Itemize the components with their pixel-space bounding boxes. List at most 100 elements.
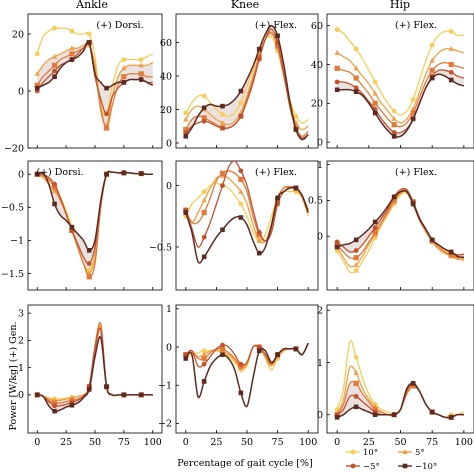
series-marker-4 (372, 412, 378, 418)
series-line-0 (336, 191, 465, 274)
series-marker-2 (138, 71, 144, 77)
series-marker-2 (353, 75, 359, 81)
series-marker-0 (372, 79, 378, 85)
series-marker-4 (391, 134, 397, 139)
series-marker-3 (353, 248, 359, 253)
series-marker-4 (334, 87, 340, 93)
series-line-2 (185, 170, 309, 242)
series-marker-4 (52, 201, 57, 207)
panel-ankle-moment: −1.5 −1 −0.5 0 (+) Dorsi. (1, 160, 163, 291)
series-marker-4 (183, 133, 189, 139)
series-line-1 (185, 175, 309, 244)
series-marker-4 (353, 237, 359, 243)
series-line-4 (337, 73, 465, 138)
x-tick-label: 100 (299, 437, 317, 448)
series-marker-2 (429, 67, 435, 73)
series-marker-2 (86, 274, 92, 280)
series-marker-4 (238, 88, 244, 94)
series-marker-1 (256, 237, 262, 243)
y-tick-label: −0.5 (149, 242, 172, 253)
series-marker-0 (138, 57, 144, 63)
direction-annotation: (+) Dorsi. (96, 20, 143, 31)
x-tick-label: 50 (241, 437, 253, 448)
series-marker-4 (86, 387, 92, 392)
series-marker-3 (52, 68, 57, 74)
legend-label: −5° (363, 462, 380, 472)
series-marker-4 (220, 352, 225, 357)
series-marker-3 (220, 125, 225, 131)
col-title-hip: Hip (390, 0, 410, 11)
series-marker-1 (429, 57, 435, 63)
panel-knee-angle: 0 20 40 60 (+) Flex. (160, 13, 319, 149)
series-marker-4 (391, 412, 397, 418)
legend-entry: 5° (398, 448, 425, 458)
series-marker-0 (429, 42, 435, 48)
series-marker-2 (103, 125, 110, 131)
series-marker-4 (121, 80, 127, 85)
series-marker-3 (256, 56, 262, 62)
series-marker-4 (104, 384, 109, 390)
series-line-0 (37, 327, 153, 400)
series-marker-2 (238, 176, 244, 183)
y-tick-label: −1 (10, 236, 24, 247)
series-marker-4 (275, 195, 280, 201)
series-marker-4 (104, 85, 109, 91)
series-marker-2 (201, 210, 207, 216)
y-tick-label: 0 (166, 342, 172, 353)
series-marker-4 (121, 392, 127, 398)
series-marker-3 (334, 79, 340, 85)
series-marker-4 (238, 215, 244, 220)
series-marker-4 (86, 40, 92, 45)
series-marker-4 (334, 244, 340, 250)
series-marker-2 (256, 232, 262, 238)
series-marker-3 (391, 130, 397, 135)
series-marker-2 (34, 82, 40, 88)
series-marker-3 (52, 403, 57, 409)
series-marker-2 (219, 170, 226, 176)
series-marker-0 (69, 28, 75, 34)
series-marker-3 (353, 394, 359, 399)
panel-frame (175, 304, 319, 434)
series-marker-4 (256, 250, 262, 256)
series-marker-2 (410, 383, 416, 389)
series-line-1 (336, 190, 464, 268)
series-marker-0 (353, 354, 359, 360)
series-marker-1 (353, 261, 359, 267)
col-title-knee: Knee (231, 0, 259, 11)
series-line-4 (185, 186, 309, 264)
series-marker-2 (51, 400, 58, 406)
series-marker-4 (429, 237, 435, 243)
y-tick-label: 0 (18, 390, 24, 401)
variability-band (185, 25, 309, 140)
series-marker-3 (201, 361, 207, 367)
x-tick-label: 25 (363, 437, 375, 448)
series-marker-0 (353, 46, 359, 52)
y-tick-label: 60 (160, 38, 172, 49)
series-marker-0 (201, 189, 207, 195)
series-marker-1 (201, 351, 207, 357)
series-marker-0 (410, 97, 416, 102)
series-marker-2 (275, 43, 281, 49)
panel-hip-angle: 0 20 40 60 (+) Flex. (311, 13, 474, 148)
series-marker-1 (69, 45, 75, 51)
series-marker-2 (372, 406, 378, 413)
series-marker-3 (334, 239, 340, 245)
series-marker-4 (220, 103, 225, 109)
series-marker-2 (372, 100, 378, 106)
series-marker-4 (429, 409, 435, 415)
direction-annotation: (+) Flex. (255, 20, 297, 31)
x-tick-label: 0 (183, 437, 189, 448)
series-marker-2 (372, 230, 378, 236)
series-marker-4 (86, 248, 92, 253)
series-line-2 (37, 322, 153, 404)
series-marker-3 (52, 181, 57, 187)
series-marker-4 (353, 89, 359, 94)
series-marker-4 (201, 105, 207, 111)
series-marker-2 (448, 61, 454, 68)
series-marker-1 (183, 116, 189, 122)
x-tick-label: 75 (118, 437, 130, 448)
series-line-4 (36, 40, 154, 89)
series-marker-0 (201, 93, 207, 99)
series-marker-2 (219, 346, 226, 352)
